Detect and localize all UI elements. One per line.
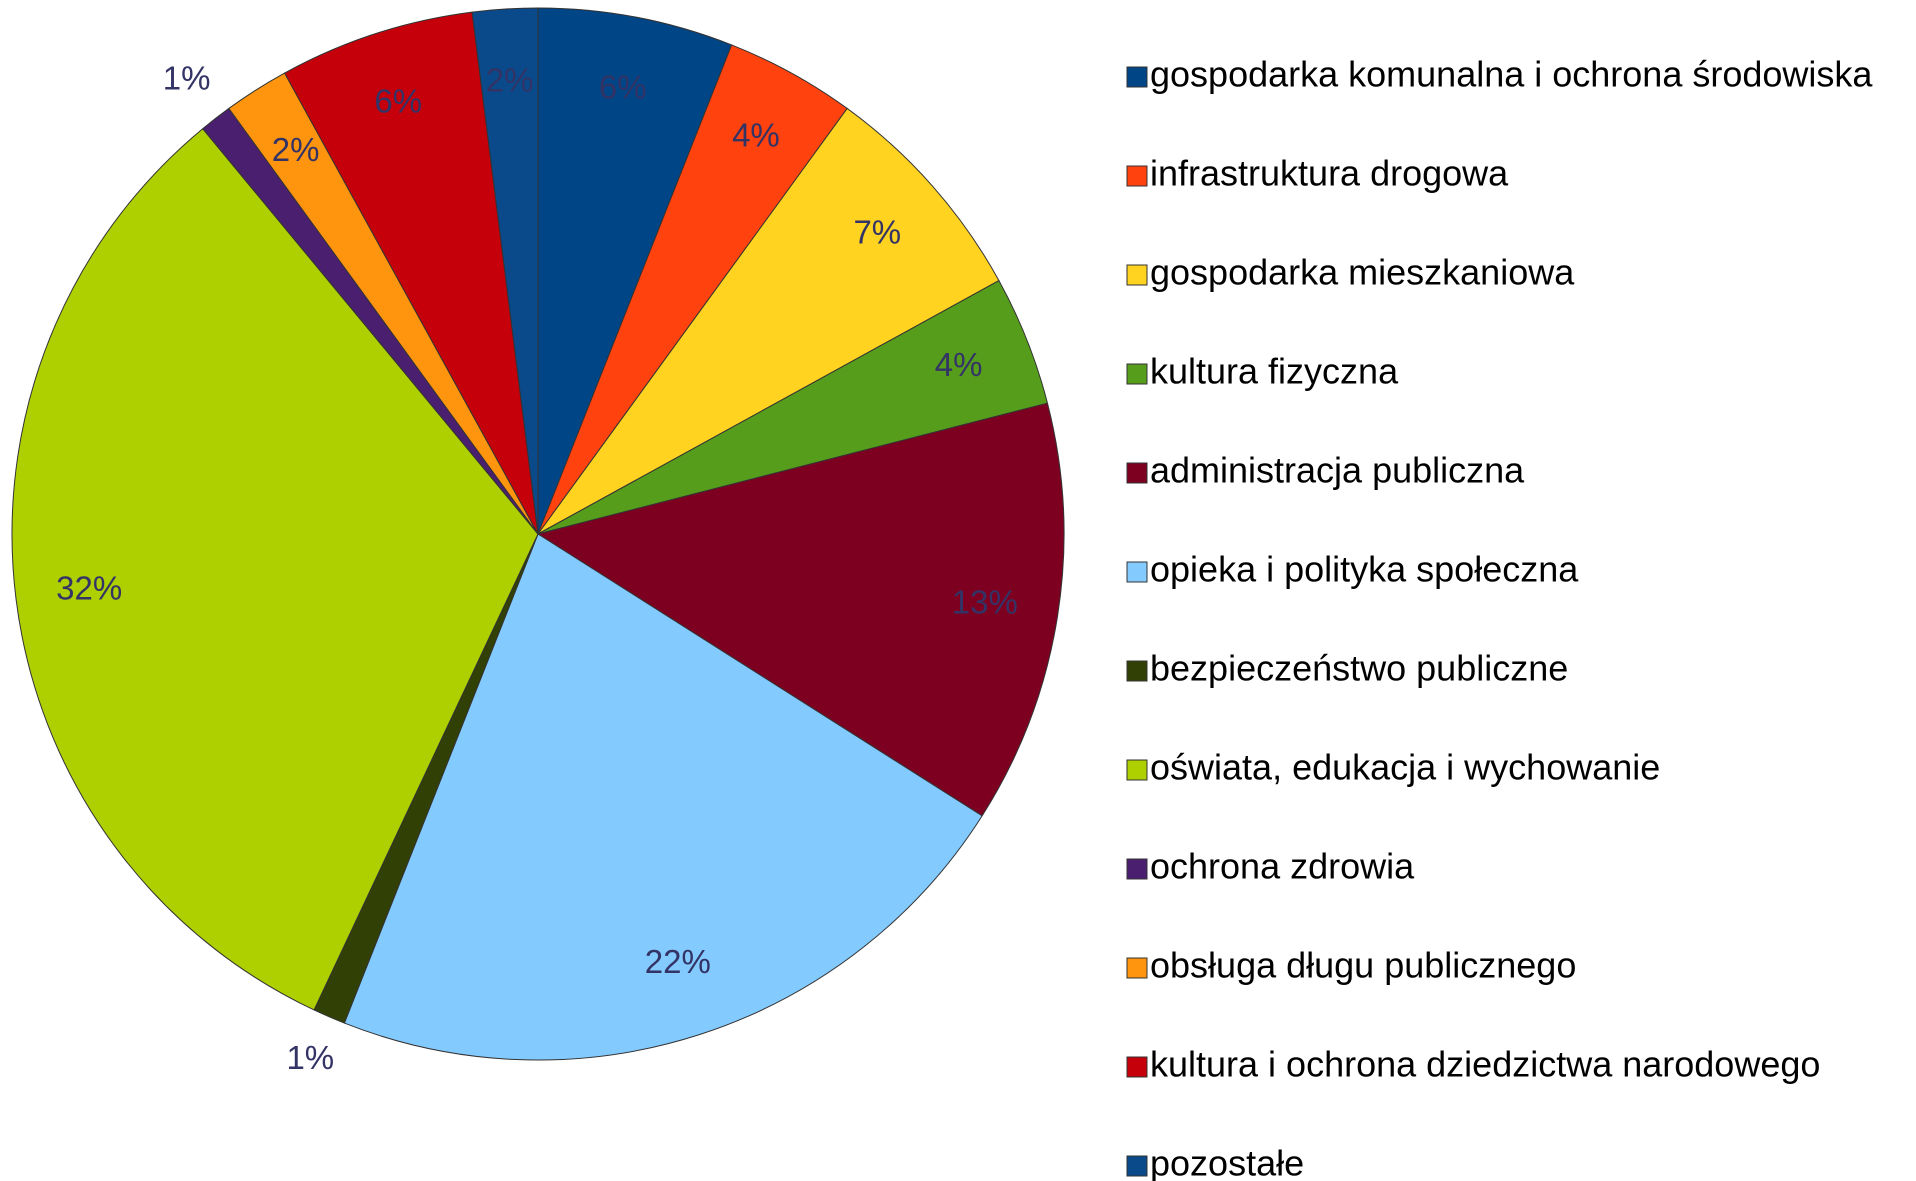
legend-swatch (1126, 1056, 1148, 1078)
legend-swatch (1126, 165, 1148, 187)
legend-swatch (1126, 462, 1148, 484)
legend-swatch (1126, 957, 1148, 979)
data-label: 4% (732, 116, 780, 153)
legend-label: bezpieczeństwo publiczne (1150, 648, 1568, 689)
pie-slice (11, 128, 539, 1011)
data-label: 2% (486, 61, 534, 98)
data-label: 6% (599, 68, 647, 105)
legend-label: kultura fizyczna (1150, 351, 1399, 392)
legend-swatch (1126, 363, 1148, 385)
legend-label: obsługa długu publicznego (1150, 945, 1576, 986)
pie-slice (536, 402, 1065, 817)
legend-label: gospodarka mieszkaniowa (1150, 252, 1575, 293)
data-label: 22% (645, 943, 711, 980)
pie-slice (537, 107, 1000, 535)
legend-label: infrastruktura drogowa (1150, 153, 1509, 194)
legend-label: ochrona zdrowia (1150, 846, 1415, 887)
pie-slice (471, 7, 539, 535)
pie-slice (537, 7, 733, 535)
legend-swatch (1126, 561, 1148, 583)
legend-swatch (1126, 1155, 1148, 1177)
data-label: 1% (286, 1039, 334, 1076)
pie-slice (283, 11, 539, 535)
data-label: 2% (272, 131, 320, 168)
legend-label: administracja publiczna (1150, 450, 1525, 491)
legend-label: oświata, edukacja i wychowanie (1150, 747, 1660, 788)
legend-swatch (1126, 66, 1148, 88)
legend-label: pozostałe (1150, 1143, 1304, 1181)
legend-swatch (1126, 858, 1148, 880)
legend-label: kultura i ochrona dziedzictwa narodowego (1150, 1044, 1820, 1085)
data-label: 4% (935, 346, 983, 383)
data-label: 13% (952, 583, 1018, 620)
legend-label: gospodarka komunalna i ochrona środowisk… (1150, 54, 1873, 95)
data-label: 32% (56, 569, 122, 606)
legend-swatch (1126, 660, 1148, 682)
legend-swatch (1126, 264, 1148, 286)
legend-swatch (1126, 759, 1148, 781)
data-label: 1% (163, 60, 211, 97)
pie-slice (343, 533, 983, 1061)
legend-label: opieka i polityka społeczna (1150, 549, 1579, 590)
data-label: 7% (853, 214, 901, 251)
data-label: 6% (374, 82, 422, 119)
